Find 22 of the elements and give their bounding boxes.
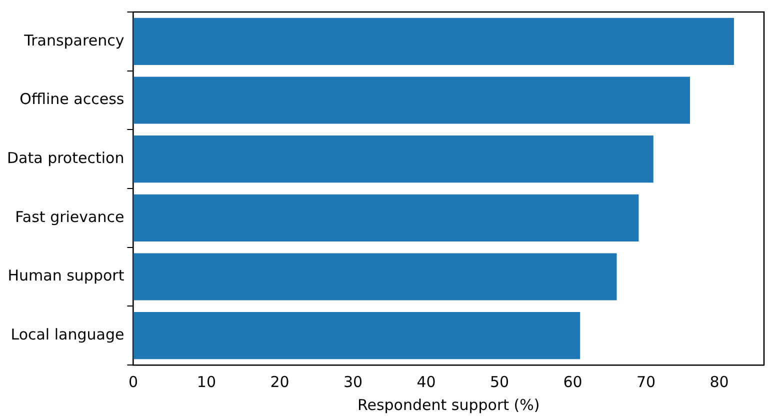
- x-tick-label: 50: [490, 372, 510, 391]
- y-tick-label: Human support: [8, 266, 124, 285]
- x-tick-label: 60: [563, 372, 582, 391]
- y-tick-label: Local language: [10, 325, 124, 344]
- bar: [133, 76, 690, 124]
- x-tick-label: 0: [128, 372, 138, 391]
- x-tick-label: 70: [636, 372, 656, 391]
- bar: [133, 194, 639, 242]
- y-tick-label: Data protection: [6, 148, 124, 167]
- x-tick-label: 30: [343, 372, 363, 391]
- bar: [133, 253, 617, 300]
- x-tick-label: 80: [710, 372, 729, 391]
- y-tick-label: Offline access: [20, 90, 124, 108]
- bar: [133, 136, 654, 183]
- bar: [133, 312, 580, 360]
- y-tick-label: Fast grievance: [15, 208, 124, 226]
- x-tick-label: 10: [196, 372, 216, 391]
- y-tick-label: Transparency: [23, 31, 124, 50]
- bar: [133, 18, 734, 65]
- x-axis-title: Respondent support (%): [357, 396, 540, 414]
- x-tick-label: 40: [416, 372, 436, 391]
- x-tick-label: 20: [270, 372, 290, 391]
